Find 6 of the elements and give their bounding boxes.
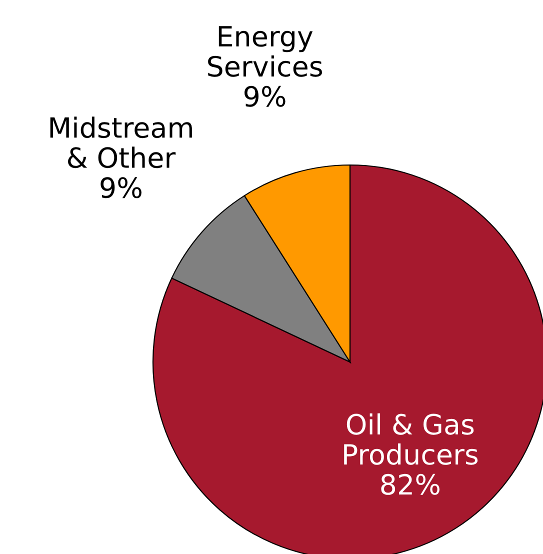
data-label: 82% [381, 474, 440, 495]
slice-label: Energy Services [208, 26, 322, 77]
slice-label: Oil & Gas Producers [344, 413, 478, 465]
data-label: 9% [244, 86, 286, 107]
data-label: 9% [100, 177, 142, 198]
slice-label: Midstream & Other [50, 116, 192, 168]
